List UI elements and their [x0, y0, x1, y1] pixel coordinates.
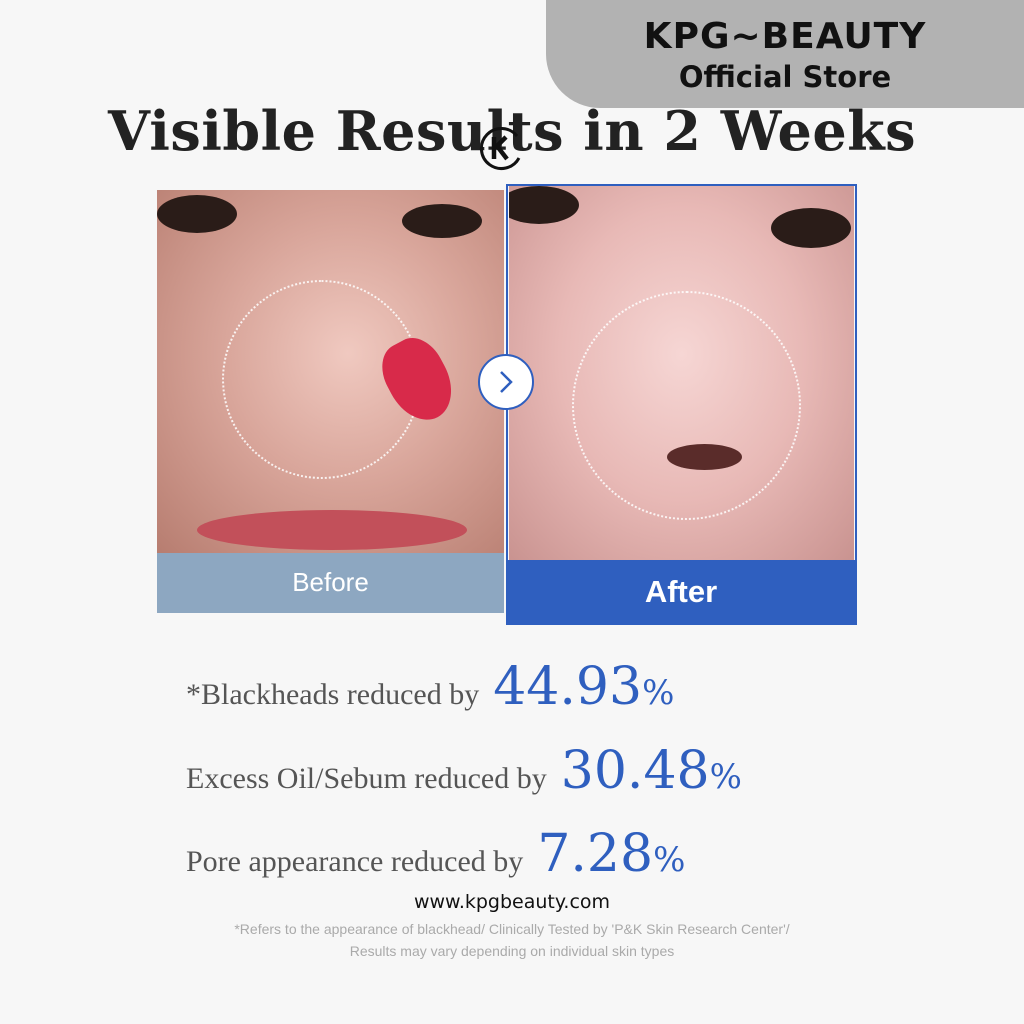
website-link[interactable]: www.kpgbeauty.com: [413, 891, 611, 913]
store-banner: KPG~BEAUTY Official Store: [546, 0, 1024, 108]
brand-logo-icon: [479, 127, 521, 171]
compare-arrow-button[interactable]: [478, 354, 534, 410]
after-label: After: [507, 560, 855, 623]
stat-oil: Excess Oil/Sebum reduced by 30.48%: [186, 739, 742, 803]
logo-letter-k: [491, 135, 509, 161]
before-photo: [157, 190, 504, 553]
brand-name: KPG~BEAUTY: [643, 16, 927, 57]
stat-value: 44.93: [493, 657, 643, 717]
stat-unit: %: [653, 840, 686, 880]
stat-label: Pore appearance reduced by: [186, 845, 524, 878]
stat-value: 30.48: [560, 741, 710, 801]
after-photo: [509, 186, 854, 560]
stat-unit: %: [642, 673, 675, 713]
before-label: Before: [157, 553, 504, 613]
footnote-line-1: *Refers to the appearance of blackhead/ …: [234, 921, 790, 937]
store-subtitle: Official Store: [678, 60, 892, 94]
stat-label: *Blackheads reduced by: [186, 678, 480, 711]
stat-blackheads: *Blackheads reduced by 44.93%: [186, 655, 674, 719]
stat-label: Excess Oil/Sebum reduced by: [186, 762, 547, 795]
footnote-line-2: Results may vary depending on individual…: [349, 943, 675, 959]
stat-unit: %: [709, 757, 742, 797]
chevron-right-icon: [500, 371, 513, 393]
stat-value: 7.28: [537, 824, 654, 884]
stat-pores: Pore appearance reduced by 7.28%: [186, 822, 685, 886]
